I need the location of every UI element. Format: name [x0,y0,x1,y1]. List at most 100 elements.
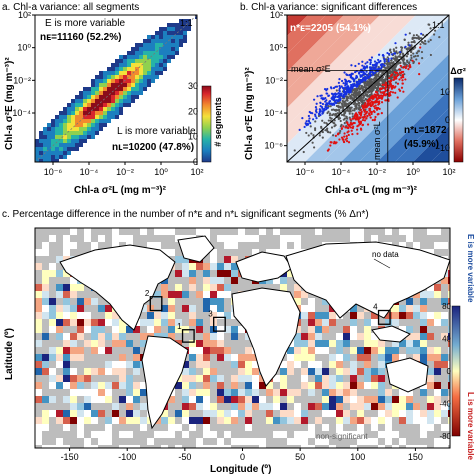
non-significant-cell [413,326,420,333]
point-l-more-variable [383,90,387,93]
panel-b-title: b. Chl-a variance: significant differenc… [240,2,417,13]
point-non-significant [366,80,369,83]
no-data-cell [217,249,224,256]
significance-cell [392,354,399,361]
density-cell [115,75,119,79]
significance-cell [378,347,385,354]
no-data-cell [168,445,175,448]
no-data-cell [224,249,231,256]
significance-cell [105,396,112,403]
significance-cell [266,382,273,389]
significance-cell [336,410,343,417]
significance-cell [357,368,364,375]
non-significant-cell [448,354,450,361]
significance-cell [105,417,112,424]
significance-cell [420,312,427,319]
y-tick-label: 10⁻⁴ [264,108,283,118]
study-box-label: 1 [177,322,182,331]
density-cell [127,79,131,83]
significance-cell [189,284,196,291]
significance-cell [119,354,126,361]
density-cell [159,47,163,51]
density-cell [143,59,147,63]
no-data-cell [210,424,217,431]
significance-cell [336,340,343,347]
density-cell [119,83,123,87]
significance-cell [189,368,196,375]
significance-cell [294,354,301,361]
point-e-more-variable [333,96,337,99]
density-cell [35,155,39,159]
point-l-more-variable [369,101,372,105]
non-significant-cell [399,298,406,305]
density-cell [79,115,83,119]
panel-b-colorbar [453,77,464,163]
point-l-more-variable [343,132,346,135]
no-data-cell [217,228,224,235]
non-significant-cell [119,403,126,410]
density-cell [87,135,91,139]
point-non-significant [345,96,349,99]
y-tick-label: 10² [270,10,283,20]
no-data-cell [287,242,294,249]
no-data-cell [210,235,217,242]
non-significant-cell [154,298,161,305]
panel-a: a. Chl-a variance: all segments 1:1 E is… [2,2,223,196]
significance-cell [168,396,175,403]
significance-cell [364,361,371,368]
point-l-more-variable [358,121,361,124]
y-tick-label: 10² [18,10,31,20]
significance-cell [385,396,392,403]
non-significant-cell [308,410,315,417]
density-cell [171,35,175,39]
density-cell [175,39,179,43]
point-e-more-variable [351,85,354,88]
point-e-more-variable [309,122,312,125]
point-l-more-variable [370,95,373,99]
density-cell [175,47,179,51]
significance-cell [119,333,126,340]
non-significant-cell [140,410,147,417]
significance-cell [189,389,196,396]
non-significant-cell [343,319,350,326]
density-cell [55,155,59,159]
no-data-cell [189,445,196,448]
significance-cell [119,375,126,382]
significance-cell [168,417,175,424]
point-non-significant [327,110,330,113]
point-l-more-variable [360,110,363,113]
non-significant-cell [98,403,105,410]
significance-cell [434,382,441,389]
no-data-cell [203,438,210,445]
no-data-cell [49,438,56,445]
significance-cell [35,312,42,319]
point-e-more-variable [337,92,340,95]
point-non-significant [355,87,358,90]
density-cell [103,95,107,99]
density-cell [75,103,79,107]
significance-cell [280,375,287,382]
significance-cell [49,375,56,382]
significance-cell [112,333,119,340]
significance-cell [203,389,210,396]
point-non-significant [417,50,421,53]
point-l-more-variable [418,73,421,76]
point-non-significant [335,114,338,117]
point-l-more-variable [365,110,369,113]
density-cell [107,111,111,115]
no-data-cell [42,431,49,438]
non-significant-cell [210,354,217,361]
no-data-cell [112,445,119,448]
point-e-more-variable [308,110,311,114]
density-cell [183,31,187,35]
density-cell [83,135,87,139]
density-cell [127,71,131,75]
non-significant-cell [196,277,203,284]
point-e-more-variable [377,61,381,64]
point-l-more-variable [388,91,391,95]
significance-cell [133,368,140,375]
density-cell [139,79,143,83]
non-significant-cell [49,340,56,347]
significance-cell [322,403,329,410]
significance-cell [98,305,105,312]
